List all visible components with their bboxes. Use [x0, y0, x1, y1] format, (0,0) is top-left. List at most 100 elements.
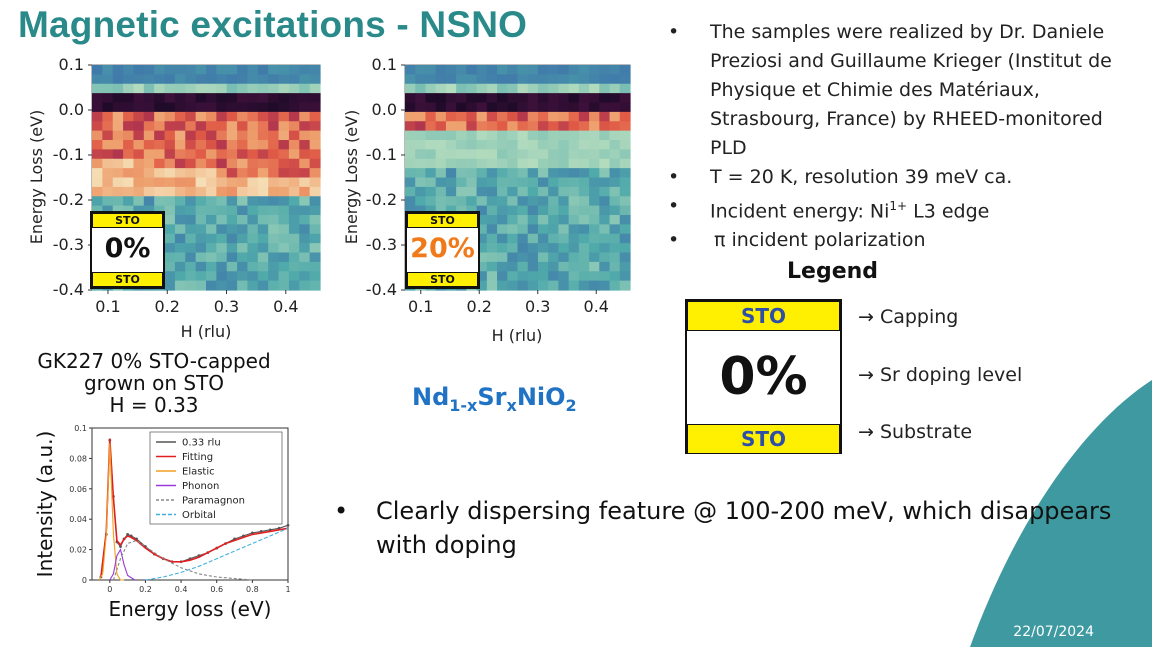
legend-substrate: STO — [687, 424, 840, 454]
heatmap-cell — [589, 74, 600, 85]
heatmap-cell — [405, 186, 416, 197]
heatmap-cell — [456, 149, 467, 160]
heatmap-cell — [206, 224, 217, 235]
heatmap-cell — [257, 252, 269, 263]
heatmap-cell — [507, 243, 519, 254]
heatmap-cell — [476, 280, 488, 291]
heatmap-cell — [486, 140, 498, 150]
heatmap-cell — [517, 224, 529, 235]
heatmap-cell — [216, 140, 228, 150]
heatmap-cell — [143, 130, 155, 141]
heatmap-cell — [425, 83, 437, 94]
heatmap-cell — [415, 130, 427, 141]
heatmap-cell — [237, 186, 249, 197]
heatmap-cell — [206, 186, 217, 197]
heatmap-cell — [537, 261, 549, 272]
x-tick-label: 0.2 — [467, 297, 492, 316]
heatmap-cell — [589, 224, 600, 235]
heatmap-cell — [195, 233, 207, 244]
heatmap-cell — [195, 102, 207, 113]
y-tick-label: -0.3 — [53, 235, 84, 254]
heatmap-cell — [486, 149, 498, 160]
series-line — [112, 539, 253, 581]
heatmap-cell — [599, 280, 611, 291]
heatmap-cell — [537, 224, 549, 235]
heatmap-cell — [278, 140, 290, 150]
heatmap-cell — [164, 215, 176, 225]
heatmap-cell — [268, 111, 280, 122]
heatmap-cell — [466, 205, 478, 216]
heatmap-cell — [568, 93, 580, 104]
heatmap-cell — [154, 158, 166, 169]
heatmap-cell — [476, 74, 488, 85]
heatmap-cell — [466, 74, 478, 85]
heatmap-cell — [589, 196, 600, 207]
spectrum-chart: 0 0.02 0.04 0.06 0.08 0.1 0 0.2 0.4 0.6 0.8 1 0.33 … — [33, 424, 291, 621]
heatmap-cell — [548, 102, 560, 113]
heatmap-cell — [195, 65, 207, 75]
heatmap-cell — [486, 186, 498, 197]
heatmap-cell — [599, 233, 611, 244]
heatmap-cell — [527, 121, 539, 132]
heatmap-cell — [299, 140, 311, 150]
heatmap-cell — [309, 261, 321, 272]
heatmap-cell — [112, 140, 124, 150]
bullet-list: • The samples were realized by Dr. Danie… — [668, 18, 1138, 255]
heatmap-cell — [164, 205, 176, 216]
heatmap-cell — [517, 205, 529, 216]
heatmap-cell — [507, 149, 519, 160]
corner-decoration — [970, 380, 1152, 647]
heatmap-cell — [309, 158, 321, 169]
heatmap-cell — [309, 149, 321, 160]
heatmap-cell — [497, 121, 508, 132]
legend-label: Paramagnon — [182, 496, 245, 507]
heatmap-cell — [405, 83, 416, 94]
heatmap-cell — [247, 261, 259, 272]
heatmap-cell — [174, 130, 186, 141]
heatmap-cell — [619, 186, 631, 197]
heatmap-cell — [609, 215, 621, 225]
heatmap-cell — [507, 83, 519, 94]
heatmap-cell — [476, 215, 488, 225]
heatmap-cell — [507, 186, 519, 197]
heatmap-cell — [507, 158, 519, 169]
heatmap-cell — [609, 111, 621, 122]
heatmap-cell — [548, 140, 560, 150]
legend-label: Fitting — [182, 452, 213, 463]
heatmap-cell — [143, 186, 155, 197]
heatmap-cell — [619, 252, 631, 263]
heatmap-cell — [548, 261, 560, 272]
heatmap-cell — [257, 149, 269, 160]
heatmap-cell — [507, 280, 519, 291]
heatmap-cell — [527, 196, 539, 207]
heatmap-cell — [578, 261, 590, 272]
heatmap-cell — [288, 280, 300, 291]
heatmap-cell — [164, 224, 176, 235]
heatmap-cell — [507, 140, 519, 150]
x-tick-label: 0.8 — [246, 585, 259, 594]
heatmap-cell — [415, 111, 427, 122]
heatmap-panel-0: 0.1 0.0 -0.1 -0.2 -0.3 -0.4 0.1 0.2 0.3 0.4 Ener… — [27, 55, 321, 341]
heatmap-cell — [486, 252, 498, 263]
heatmap-cell — [599, 196, 611, 207]
heatmap-cell — [435, 149, 447, 160]
heatmap-cell — [174, 280, 186, 291]
heatmap-cell — [226, 149, 238, 160]
heatmap-cell — [268, 168, 280, 179]
bullet-dot: • — [668, 229, 680, 252]
heatmap-cell — [486, 111, 498, 122]
heatmap-cell — [415, 65, 427, 75]
heatmap-cell — [226, 280, 238, 291]
heatmap-cell — [299, 186, 311, 197]
heatmap-cell — [216, 280, 228, 291]
heatmap-cell — [537, 158, 549, 169]
heatmap-cell — [247, 93, 259, 104]
heatmap-cell — [112, 196, 124, 207]
heatmap-cell — [247, 233, 259, 244]
heatmap-cell — [237, 74, 249, 85]
heatmap-cell — [456, 83, 467, 94]
bullet-item: • The samples were realized by Dr. Danie… — [668, 18, 1138, 163]
heatmap-cell — [589, 186, 600, 197]
heatmap-cell — [299, 215, 311, 225]
heatmap-cell — [133, 111, 145, 122]
